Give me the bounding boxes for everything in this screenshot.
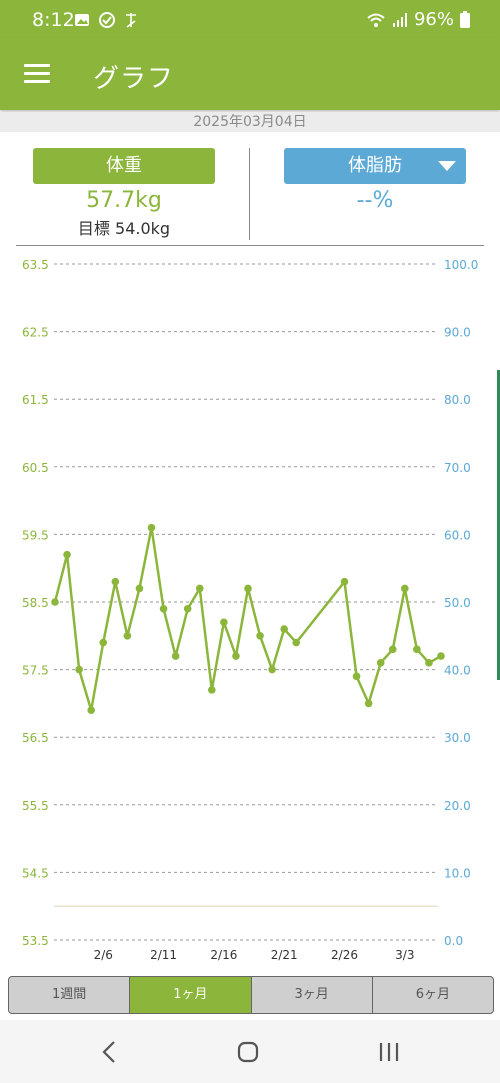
menu-icon[interactable] [24, 64, 50, 84]
data-point [401, 584, 409, 593]
range-tab-1[interactable]: 1ヶ月 [129, 977, 251, 1013]
right-tick-label: 80.0 [444, 393, 471, 407]
data-point [232, 652, 240, 660]
right-tick-label: 30.0 [444, 731, 471, 745]
left-tick-label: 57.5 [22, 664, 49, 678]
range-tab-0[interactable]: 1週間 [51, 987, 87, 1002]
data-point [75, 665, 83, 674]
signal-icon [392, 12, 407, 27]
alarm-icon [99, 12, 115, 28]
weight-button[interactable]: 体重 [33, 148, 215, 184]
bodyfat-dropdown[interactable]: 体脂肪 [284, 148, 466, 184]
data-point [340, 577, 349, 586]
data-point [63, 550, 71, 559]
data-point [87, 706, 95, 714]
data-point [135, 584, 144, 593]
data-point [195, 584, 204, 593]
header-divider [16, 245, 484, 246]
left-tick-label: 61.5 [22, 393, 49, 407]
right-tick-label: 10.0 [444, 866, 471, 880]
data-point [256, 632, 264, 640]
panel-divider [249, 148, 250, 240]
dropdown-arrow-icon [438, 161, 456, 171]
right-tick-label: 50.0 [444, 596, 471, 610]
right-tick-label: 60.0 [444, 528, 471, 542]
data-point [280, 625, 288, 633]
data-point [111, 577, 120, 586]
range-selector: 1週間 1ヶ月 3ヶ月 6ヶ月 [8, 976, 494, 1014]
weight-series-line [53, 526, 442, 712]
right-tick-label: 40.0 [444, 664, 471, 678]
weight-chart: 63.5 100.0 62.5 90.0 61.5 80.0 60.5 70.0 59.5 60.… [22, 258, 478, 962]
system-icons: 96% [366, 9, 470, 30]
left-tick-label: 60.5 [22, 461, 49, 475]
weight-target: 目標 54.0kg [77, 219, 171, 238]
data-point [425, 659, 433, 667]
left-tick-label: 62.5 [22, 326, 49, 340]
bodyfat-value: --% [356, 188, 394, 213]
right-tick-label: 100.0 [444, 258, 478, 272]
left-tick-label: 55.5 [22, 799, 49, 813]
home-icon[interactable] [237, 1041, 259, 1063]
right-tick-label: 90.0 [444, 326, 471, 340]
left-tick-label: 53.5 [22, 934, 49, 948]
data-point [123, 632, 132, 640]
weight-value: 57.7kg [86, 188, 162, 213]
wifi-icon [367, 13, 385, 27]
weight-panel: 体重 57.7kg 目標 54.0kg [33, 148, 215, 239]
accessibility-icon [126, 13, 136, 28]
battery-icon [460, 11, 470, 28]
data-point [413, 645, 421, 654]
battery-percent: 96% [413, 9, 454, 30]
x-tick-label: 2/21 [271, 948, 298, 962]
recents-icon[interactable] [378, 1042, 400, 1062]
page-title: グラフ [93, 64, 175, 94]
left-tick-label: 58.5 [22, 596, 49, 610]
status-bar: 8:12 96% [0, 0, 500, 38]
left-tick-label: 63.5 [22, 258, 49, 272]
navigation-bar [0, 1020, 500, 1083]
right-tick-label: 0.0 [444, 934, 463, 948]
status-time: 8:12 [32, 9, 75, 31]
data-point [99, 638, 108, 647]
data-point [171, 652, 180, 660]
bodyfat-label: 体脂肪 [348, 155, 402, 176]
app-bar: グラフ [0, 38, 500, 110]
data-point [437, 652, 445, 660]
data-point [51, 598, 59, 606]
data-point [364, 699, 373, 708]
date-label: 2025年03月04日 [0, 112, 500, 132]
notification-icons [74, 11, 138, 29]
x-tick-label: 2/16 [210, 948, 237, 962]
gallery-icon [75, 14, 89, 26]
data-point [352, 672, 361, 681]
left-tick-label: 59.5 [22, 528, 49, 542]
scroll-indicator [497, 370, 500, 680]
x-tick-label: 2/26 [331, 948, 358, 962]
left-tick-label: 54.5 [22, 866, 49, 880]
data-point [183, 604, 192, 613]
data-point [147, 523, 156, 532]
left-tick-label: 56.5 [22, 731, 49, 745]
data-point [244, 584, 252, 593]
range-tab-2[interactable]: 3ヶ月 [250, 977, 372, 1013]
data-point [292, 638, 301, 647]
range-tab-3[interactable]: 6ヶ月 [371, 977, 493, 1013]
data-point [159, 604, 168, 613]
data-point [388, 645, 397, 654]
x-tick-label: 2/11 [150, 948, 177, 962]
data-point [220, 618, 228, 627]
data-point [268, 665, 276, 674]
data-point [208, 686, 216, 694]
x-tick-label: 2/6 [94, 948, 113, 962]
bodyfat-panel: 体脂肪 --% [284, 148, 466, 213]
right-tick-label: 70.0 [444, 461, 471, 475]
data-point [376, 659, 385, 667]
right-tick-label: 20.0 [444, 799, 471, 813]
back-icon[interactable] [100, 1040, 118, 1064]
x-tick-label: 3/3 [395, 948, 414, 962]
